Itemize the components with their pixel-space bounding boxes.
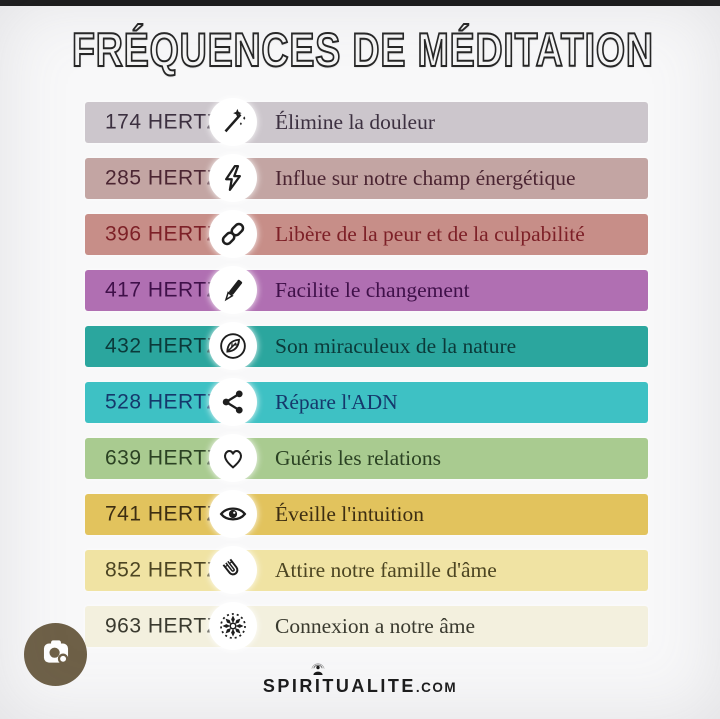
frequency-description: Facilite le changement (275, 277, 470, 302)
frequency-description: Guéris les relations (275, 445, 441, 470)
row-icon-badge (209, 98, 257, 146)
frequency-row: 852 HERTZ Attire notre famille d'âme (85, 546, 648, 594)
frequency-description: Son miraculeux de la nature (275, 333, 517, 358)
frequency-description: Répare l'ADN (275, 389, 398, 414)
frequency-row: 741 HERTZ Éveille l'intuition (85, 490, 648, 538)
frequency-label: 963 HERTZ (105, 614, 220, 638)
frequency-label: 741 HERTZ (105, 502, 220, 526)
row-icon-badge (209, 546, 257, 594)
row-icon-badge (209, 602, 257, 650)
row-icon-badge (209, 210, 257, 258)
row-icon-badge (209, 154, 257, 202)
pencil-icon (224, 279, 243, 302)
frequency-description: Libère de la peur et de la culpabilité (275, 221, 585, 246)
row-icon-badge (209, 490, 257, 538)
frequency-row: 963 HERTZ Connexion a notre âme (85, 602, 648, 650)
frequency-row: 639 HERTZ Guéris les relations (85, 434, 648, 482)
page-title: FRÉQUENCES DE MÉDITATION (71, 22, 654, 77)
row-icon-badge (209, 378, 257, 426)
eye-icon (219, 507, 247, 521)
frequency-description: Connexion a notre âme (275, 613, 476, 638)
row-icon-badge (209, 266, 257, 314)
heart-icon (224, 449, 242, 469)
top-strip (0, 0, 720, 6)
frequency-description: Attire notre famille d'âme (275, 557, 497, 582)
frequency-row: 528 HERTZ Répare l'ADN (85, 378, 648, 426)
frequency-description: Éveille l'intuition (275, 501, 424, 526)
frequency-description: Élimine la douleur (275, 109, 436, 134)
wand-icon (224, 108, 246, 133)
meditation-icon (309, 663, 327, 678)
row-icon-badge (209, 322, 257, 370)
frequency-row: 396 HERTZ Libère de la peur et de la cul… (85, 210, 648, 258)
frequency-row: 285 HERTZ Influe sur notre champ énergét… (85, 154, 648, 202)
frequency-list: 174 HERTZ Élimine la douleur 285 HERTZ I… (85, 98, 648, 662)
frequency-label: 639 HERTZ (105, 446, 220, 470)
brand-name: SPIRITUALITE (262, 676, 416, 696)
frequency-label: 852 HERTZ (105, 558, 220, 582)
frequency-description: Influe sur notre champ énergétique (275, 165, 576, 190)
magnet-icon (222, 558, 239, 576)
frequency-label: 396 HERTZ (105, 222, 220, 246)
footer-logo: SPIRITUALITE.COM (0, 663, 720, 697)
brand-suffix: .COM (415, 680, 458, 695)
chain-icon (221, 222, 245, 246)
frequency-row: 432 HERTZ Son miraculeux de la nature (85, 322, 648, 370)
frequency-row: 174 HERTZ Élimine la douleur (85, 98, 648, 146)
lightning-icon (225, 165, 241, 191)
mandala-icon (220, 613, 246, 639)
row-icon-badge (209, 434, 257, 482)
frequency-label: 174 HERTZ (105, 110, 220, 134)
leaf-icon (220, 333, 246, 359)
camera-lens-icon (39, 635, 73, 674)
camera-lens-button[interactable] (24, 623, 87, 686)
frequency-label: 417 HERTZ (105, 278, 220, 302)
frequency-label: 528 HERTZ (105, 390, 220, 414)
share-icon (222, 390, 243, 414)
frequency-label: 285 HERTZ (105, 166, 220, 190)
frequency-label: 432 HERTZ (105, 334, 220, 358)
frequency-row: 417 HERTZ Facilite le changement (85, 266, 648, 314)
